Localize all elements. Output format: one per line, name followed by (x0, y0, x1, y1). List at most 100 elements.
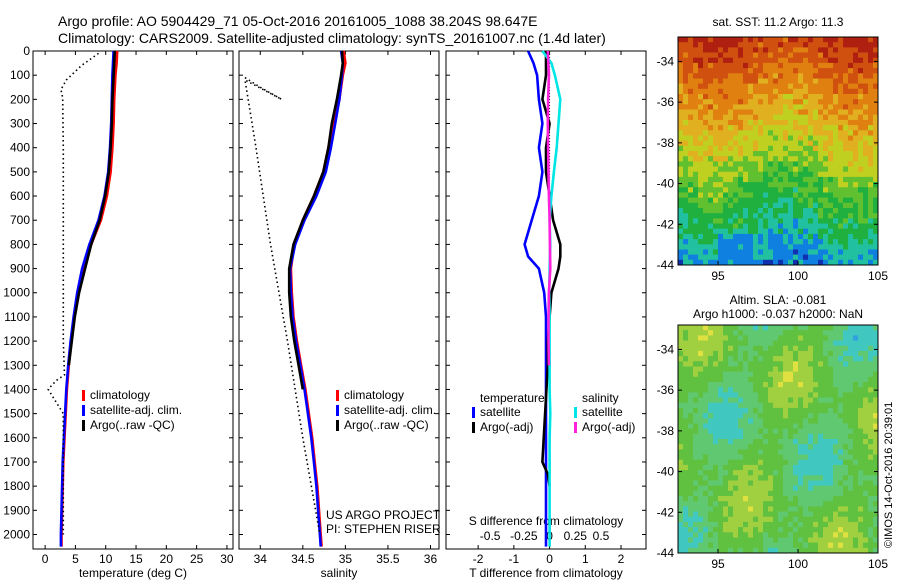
map-cell (678, 511, 684, 518)
map-cell (708, 397, 714, 404)
map-cell (743, 68, 749, 74)
map-cell (783, 57, 789, 64)
map-cell (708, 496, 714, 502)
map-cell (733, 511, 739, 518)
map-cell (708, 239, 714, 245)
map-cell (783, 202, 789, 209)
map-cell (798, 397, 804, 404)
map-cell (863, 52, 869, 59)
map-cell (853, 537, 859, 544)
map-cell (798, 433, 804, 440)
map-cell (838, 130, 844, 136)
map-cell (758, 62, 764, 69)
map-cell (838, 449, 844, 456)
map-cell (693, 94, 699, 100)
map-cell (758, 187, 764, 193)
map-cell (873, 449, 879, 456)
map-cell (788, 176, 794, 183)
map-cell (728, 68, 734, 74)
map-cell (788, 449, 794, 456)
map-cell (833, 449, 839, 456)
map-cell (858, 57, 864, 64)
map-cell (793, 254, 799, 261)
map-cell (853, 356, 859, 362)
map-cell (818, 418, 824, 424)
map-cell (858, 182, 864, 188)
map-cell (718, 449, 724, 456)
map-cell (798, 140, 804, 147)
map-cell (708, 228, 714, 235)
map-cell (708, 151, 714, 157)
map-cell (718, 94, 724, 100)
x-tick-label: 10 (99, 552, 113, 566)
map-cell (698, 511, 704, 518)
s-tick-label: 0.5 (593, 529, 610, 543)
map-cell (808, 376, 814, 383)
map-cell (758, 335, 764, 342)
map-cell (808, 387, 814, 393)
map-cell (833, 57, 839, 64)
map-cell (863, 356, 869, 362)
map-cell (753, 130, 759, 136)
map-cell (708, 382, 714, 388)
map-cell (713, 99, 719, 105)
map-cell (778, 78, 784, 85)
map-cell (718, 433, 724, 440)
map-cell (783, 233, 789, 240)
map-cell (743, 94, 749, 100)
map-cell (748, 47, 754, 54)
map-cell (713, 537, 719, 544)
map-cell (833, 428, 839, 435)
map-cell (803, 223, 809, 230)
map-cell (798, 345, 804, 352)
map-cell (838, 68, 844, 74)
map-cell (803, 94, 809, 100)
map-cell (828, 83, 834, 90)
map-cell (718, 223, 724, 230)
map-cell (873, 182, 879, 188)
map-cell (793, 439, 799, 445)
map-cell (748, 449, 754, 456)
map-cell (798, 449, 804, 456)
map-cell (783, 119, 789, 126)
map-cell (758, 444, 764, 450)
map-cell (718, 459, 724, 466)
map-cell (718, 464, 724, 471)
map-cell (693, 57, 699, 64)
map-cell (873, 233, 879, 240)
map-cell (838, 532, 844, 538)
map-cell (828, 356, 834, 362)
map-cell (838, 114, 844, 121)
map-cell (808, 423, 814, 430)
map-cell (698, 547, 704, 554)
map-cell (678, 109, 684, 116)
map-cell (693, 176, 699, 183)
lat-tick-label: -42 (657, 505, 675, 519)
map-cell (683, 464, 689, 471)
map-cell (703, 249, 709, 256)
map-cell (718, 218, 724, 225)
map-cell (858, 99, 864, 105)
map-cell (798, 330, 804, 336)
map-cell (778, 114, 784, 121)
map-cell (833, 140, 839, 147)
map-cell (678, 345, 684, 352)
map-cell (733, 228, 739, 235)
map-cell (853, 325, 859, 331)
map-cell (683, 475, 689, 481)
map-cell (698, 197, 704, 204)
map-cell (853, 239, 859, 245)
map-cell (858, 501, 864, 507)
map-cell (683, 490, 689, 497)
map-cell (703, 52, 709, 59)
map-cell (713, 340, 719, 347)
map-cell (798, 496, 804, 502)
map-cell (793, 187, 799, 193)
map-cell (798, 356, 804, 362)
map-cell (733, 485, 739, 492)
map-cell (818, 135, 824, 142)
map-cell (738, 78, 744, 85)
map-cell (763, 202, 769, 209)
map-cell (738, 145, 744, 152)
map-cell (698, 532, 704, 538)
